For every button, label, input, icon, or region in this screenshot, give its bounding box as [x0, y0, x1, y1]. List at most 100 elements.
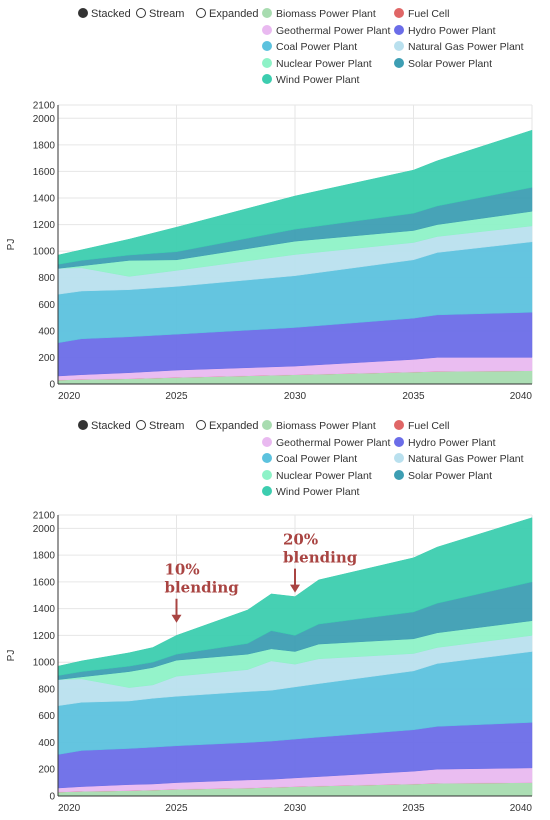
annotation-arrow-head-icon [290, 584, 300, 593]
mode-radio-label: Stream [149, 420, 185, 432]
radio-dot-icon [136, 420, 146, 430]
y-tick-label: 2000 [33, 524, 56, 535]
legend-label: Wind Power Plant [276, 74, 360, 86]
radio-dot-icon [196, 420, 206, 430]
y-tick-label: 2100 [33, 101, 56, 112]
legend-item-fuel-cell[interactable]: Fuel Cell [394, 420, 449, 432]
legend-item-hydro-power-plant[interactable]: Hydro Power Plant [394, 24, 496, 37]
legend-item-nuclear-power-plant[interactable]: Nuclear Power Plant [262, 469, 372, 482]
legend-item-geothermal-power-plant[interactable]: Geothermal Power Plant [262, 436, 390, 449]
legend-label: Biomass Power Plant [276, 8, 376, 20]
annotation-text: blending [283, 549, 358, 567]
mode-radio-expanded[interactable]: Expanded [196, 420, 259, 432]
legend-item-wind-power-plant[interactable]: Wind Power Plant [262, 486, 359, 498]
legend-swatch-icon [262, 41, 272, 51]
legend-swatch-icon [394, 41, 404, 51]
y-tick-label: 1400 [33, 604, 56, 615]
legend-item-coal-power-plant[interactable]: Coal Power Plant [262, 453, 357, 465]
legend-item-solar-power-plant[interactable]: Solar Power Plant [394, 469, 492, 482]
legend-label: Coal Power Plant [276, 453, 358, 465]
mode-radio-stream[interactable]: Stream [136, 420, 184, 432]
legend-label: Nuclear Power Plant [276, 469, 372, 482]
y-tick-label: 1200 [33, 631, 56, 642]
legend-label: Solar Power Plant [408, 57, 493, 70]
legend-swatch-icon [262, 469, 272, 480]
legend-label: Coal Power Plant [276, 41, 358, 53]
y-tick-label: 1400 [33, 194, 56, 205]
legend-swatch-icon [394, 8, 404, 18]
y-tick-label: 600 [38, 711, 55, 722]
annotation-text: blending [165, 579, 240, 597]
x-tick-label: 2025 [165, 391, 188, 402]
legend-swatch-icon [262, 57, 272, 68]
legend-item-coal-power-plant[interactable]: Coal Power Plant [262, 41, 357, 53]
legend-swatch-icon [262, 436, 272, 447]
annotation-text: 10% [165, 561, 200, 579]
x-tick-label: 2025 [165, 803, 188, 814]
legend-label: Fuel Cell [408, 420, 450, 432]
mode-radio-label: Expanded [209, 8, 259, 20]
legend-item-solar-power-plant[interactable]: Solar Power Plant [394, 57, 493, 70]
legend-swatch-icon [262, 74, 272, 84]
legend-item-nuclear-power-plant[interactable]: Nuclear Power Plant [262, 57, 372, 70]
y-tick-label: 800 [38, 684, 55, 695]
legend-swatch-icon [262, 24, 272, 35]
x-tick-label: 2030 [284, 803, 307, 814]
y-tick-label: 2100 [33, 511, 56, 522]
area-wind-power-plant[interactable] [57, 129, 533, 265]
y-tick-label: 1600 [33, 167, 56, 178]
legend-swatch-icon [394, 57, 404, 68]
legend-item-biomass-power-plant[interactable]: Biomass Power Plant [262, 8, 376, 20]
legend-item-natural-gas-power-plant[interactable]: Natural Gas Power Plant [394, 453, 524, 465]
area-wind-power-plant[interactable] [57, 517, 533, 676]
y-axis-label: PJ [6, 239, 17, 251]
radio-dot-icon [136, 8, 146, 18]
y-tick-label: 1600 [33, 577, 56, 588]
mode-radio-expanded[interactable]: Expanded [196, 8, 259, 20]
legend-item-hydro-power-plant[interactable]: Hydro Power Plant [394, 436, 496, 449]
legend-swatch-icon [262, 420, 272, 430]
legend-swatch-icon [262, 453, 272, 463]
legend-swatch-icon [394, 469, 404, 480]
mode-radio-label: Stream [149, 8, 185, 20]
legend-swatch-icon [262, 486, 272, 496]
legend-item-fuel-cell[interactable]: Fuel Cell [394, 8, 449, 20]
legend-label: Natural Gas Power Plant [408, 41, 524, 53]
y-axis-label: PJ [6, 650, 17, 662]
y-tick-label: 0 [49, 792, 55, 803]
mode-radio-label: Stacked [91, 8, 131, 20]
legend-label: Biomass Power Plant [276, 420, 376, 432]
legend-label: Nuclear Power Plant [276, 57, 372, 70]
mode-radio-stacked[interactable]: Stacked [78, 8, 131, 20]
stacked-area-chart: 0 200 400 600 800 1000 1200 1400 1600 1800 2000 210… [6, 101, 533, 402]
legend-item-biomass-power-plant[interactable]: Biomass Power Plant [262, 420, 376, 432]
mode-radio-stream[interactable]: Stream [136, 8, 184, 20]
mode-radio-stacked[interactable]: Stacked [78, 420, 131, 432]
legend-swatch-icon [394, 24, 404, 35]
y-tick-label: 2000 [33, 114, 56, 125]
stacked-area-chart: 0 200 400 600 800 1000 1200 1400 1600 1800 2000 210… [6, 511, 533, 814]
y-tick-label: 1800 [33, 140, 56, 151]
legend-label: Hydro Power Plant [408, 436, 496, 449]
annotation-arrow-head-icon [171, 614, 182, 623]
legend-swatch-icon [394, 453, 404, 463]
x-tick-label: 2035 [402, 803, 425, 814]
radio-dot-icon [78, 8, 88, 18]
legend-swatch-icon [394, 420, 404, 430]
mode-radio-label: Stacked [91, 420, 131, 432]
x-tick-label: 2030 [284, 391, 307, 402]
x-tick-label: 2040 [510, 391, 533, 402]
chart-panel-top: Stacked Stream Expanded Biomass Power Plant… [6, 8, 533, 402]
legend-swatch-icon [262, 8, 272, 18]
x-tick-label: 2035 [402, 391, 425, 402]
x-tick-label: 2040 [510, 803, 533, 814]
legend-label: Hydro Power Plant [408, 24, 496, 37]
legend-item-natural-gas-power-plant[interactable]: Natural Gas Power Plant [394, 41, 524, 53]
legend-label: Fuel Cell [408, 8, 450, 20]
legend-swatch-icon [394, 436, 404, 447]
legend-label: Geothermal Power Plant [276, 24, 391, 37]
y-tick-label: 200 [38, 353, 55, 364]
legend-item-wind-power-plant[interactable]: Wind Power Plant [262, 74, 359, 86]
legend-label: Wind Power Plant [276, 486, 360, 498]
legend-item-geothermal-power-plant[interactable]: Geothermal Power Plant [262, 24, 391, 37]
